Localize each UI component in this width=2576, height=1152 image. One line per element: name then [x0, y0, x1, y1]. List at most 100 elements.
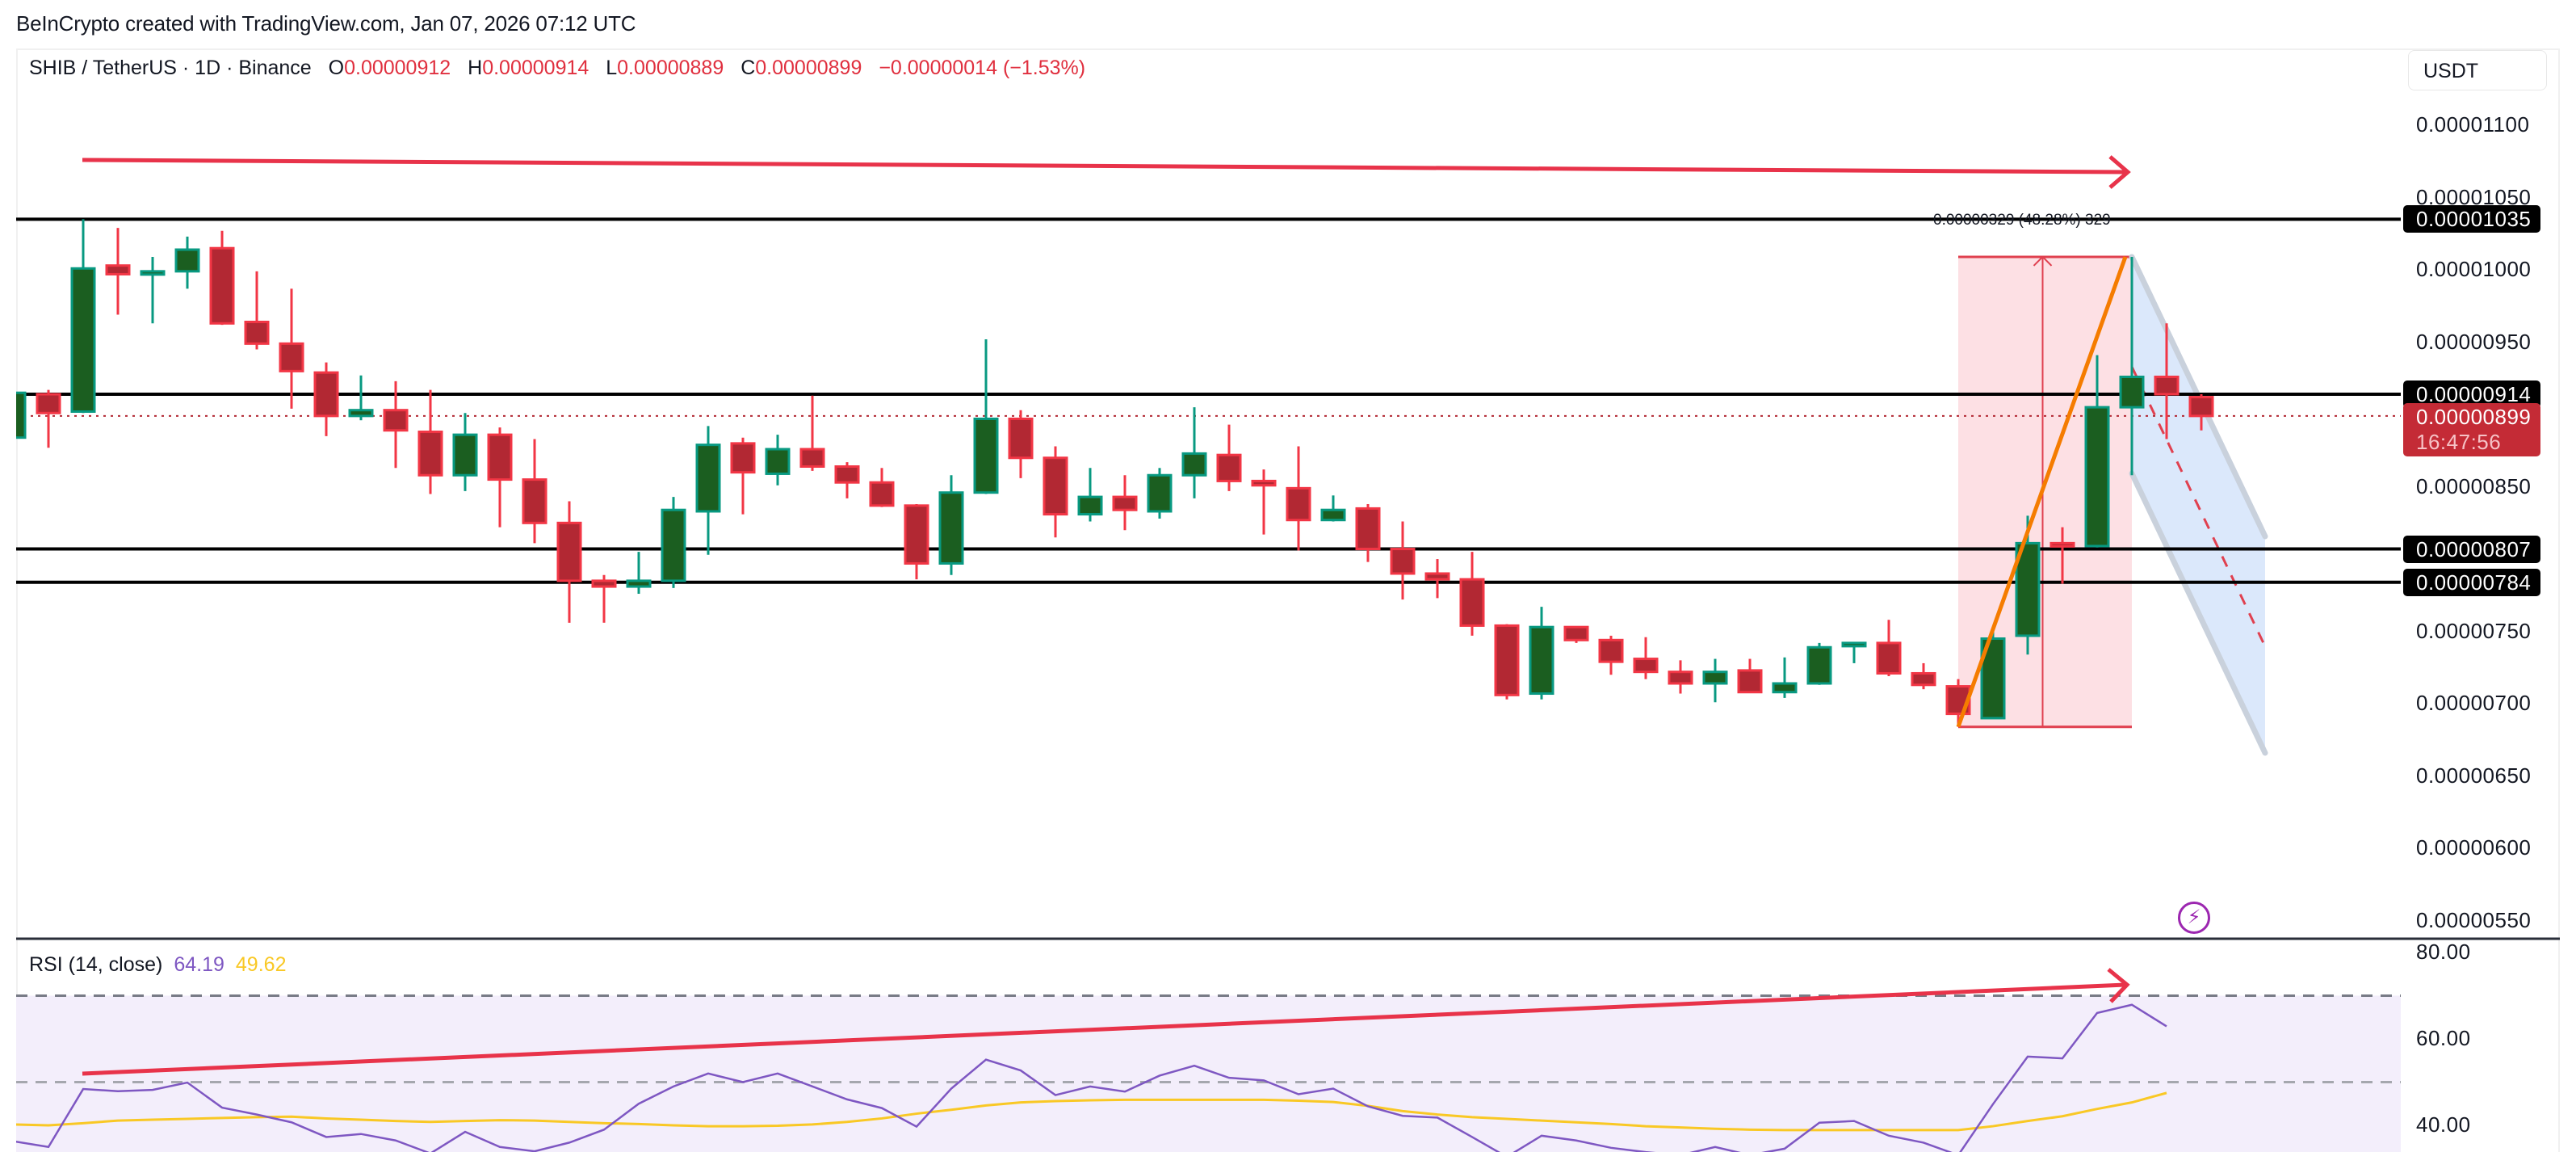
close-label: C — [740, 57, 756, 79]
candle — [1633, 637, 1659, 679]
candle — [1772, 657, 1798, 698]
candle — [1390, 521, 1416, 600]
high-value: 0.00000914 — [482, 57, 589, 79]
symbol-title[interactable]: SHIB / TetherUS · 1D · Binance — [29, 57, 312, 79]
candle — [2084, 355, 2110, 548]
rsi-pane — [16, 968, 2401, 1152]
candle — [1043, 446, 1068, 538]
candle — [973, 338, 999, 494]
candle — [348, 375, 374, 421]
candle — [556, 501, 582, 623]
candle — [417, 389, 443, 494]
candle — [1876, 620, 1902, 677]
candle — [522, 439, 548, 544]
candle — [1737, 658, 1763, 694]
high-label: H — [468, 57, 483, 79]
low-value: 0.00000889 — [617, 57, 724, 79]
rise-line — [1956, 256, 2128, 728]
candle — [834, 462, 860, 498]
candle — [36, 389, 61, 448]
rsi-band — [16, 995, 2401, 1152]
price-axis-tick: 0.00000850 — [2416, 473, 2532, 498]
level-price-tag: 0.00000807 — [2403, 535, 2540, 563]
rsi-axis-tick: 40.00 — [2416, 1112, 2471, 1137]
candle — [1980, 628, 2006, 720]
candle — [2119, 256, 2145, 476]
bar-countdown: 16:47:56 — [2416, 429, 2502, 454]
candle — [1598, 635, 1624, 675]
candle — [2188, 394, 2214, 431]
current-price-tag: 0.00000899 16:47:56 — [2403, 402, 2540, 456]
price-axis-tick: 0.00000750 — [2416, 618, 2532, 643]
candle — [1286, 446, 1311, 551]
price-axis-tick: 0.00000550 — [2416, 907, 2532, 932]
price-axis-tick: 0.00001100 — [2416, 112, 2530, 137]
symbol-legend: SHIB / TetherUS · 1D · Binance O 0.000009… — [29, 57, 1097, 80]
price-axis-tick: 0.00001050 — [2416, 184, 2532, 209]
candle — [1355, 504, 1381, 562]
change-value: −0.00000014 (−1.53%) — [879, 57, 1086, 79]
candle — [1459, 552, 1485, 636]
price-axis-tick: 0.00000700 — [2416, 691, 2532, 716]
level-price-tag: 0.00001035 — [2403, 205, 2540, 233]
low-label: L — [606, 57, 618, 79]
candle — [244, 271, 270, 350]
price-axis-tick: 0.00001000 — [2416, 257, 2532, 282]
price-trend-arrow — [82, 158, 2127, 174]
candle — [1216, 424, 1242, 491]
current-price-value: 0.00000899 — [2416, 404, 2532, 429]
rsi-axis-tick: 60.00 — [2416, 1026, 2471, 1050]
candle — [869, 468, 895, 507]
price-axis-tick: 0.00000600 — [2416, 835, 2532, 860]
candle — [730, 437, 756, 515]
price-axis-tick: 0.00000650 — [2416, 763, 2532, 788]
candle — [591, 574, 617, 623]
candle — [313, 362, 339, 436]
candle — [799, 395, 825, 471]
candle — [1147, 468, 1173, 519]
lightning-icon[interactable]: ⚡︎ — [2178, 902, 2210, 934]
rsi-legend: RSI (14, close) 64.19 49.62 — [29, 953, 286, 977]
level-price-tag: 0.00000784 — [2403, 568, 2540, 596]
currency-selector[interactable]: USDT — [2408, 50, 2547, 90]
candle — [1563, 625, 1589, 643]
candle — [765, 435, 791, 486]
candle — [1077, 468, 1103, 522]
candle — [1529, 607, 1554, 700]
channel-midline — [2130, 366, 2265, 644]
chart-credit: BeInCrypto created with TradingView.com,… — [16, 11, 636, 36]
rsi-value: 64.19 — [174, 953, 224, 976]
measure-label: 0.00000329 (48.28%) 329 — [1933, 212, 2111, 229]
candle — [1702, 658, 1728, 703]
candle — [16, 391, 27, 439]
candle — [487, 427, 513, 528]
candle — [626, 552, 652, 595]
candle — [70, 219, 96, 414]
candle — [174, 236, 200, 289]
rsi-axis-tick: 80.00 — [2416, 940, 2471, 964]
candle — [279, 288, 304, 409]
candle — [1251, 469, 1277, 535]
rsi-line — [16, 1003, 2167, 1152]
channel-lower — [2129, 470, 2268, 756]
candle — [1911, 662, 1936, 690]
candle — [209, 230, 235, 326]
open-label: O — [328, 57, 345, 79]
rsi-trend-arrow — [82, 982, 2126, 1076]
candle — [1424, 559, 1450, 599]
candle — [1008, 410, 1034, 478]
candle — [695, 426, 721, 555]
candle — [383, 380, 409, 469]
candle — [1668, 660, 1693, 694]
candle — [1181, 407, 1207, 498]
candle — [2049, 527, 2075, 584]
candle — [1494, 624, 1520, 700]
candle — [2154, 323, 2180, 439]
rsi-ma-line — [16, 1091, 2167, 1132]
candle — [1806, 642, 1832, 685]
candle — [1112, 475, 1138, 531]
candle — [452, 413, 478, 491]
main-pane — [16, 155, 2401, 756]
rsi-title[interactable]: RSI (14, close) — [29, 953, 163, 976]
